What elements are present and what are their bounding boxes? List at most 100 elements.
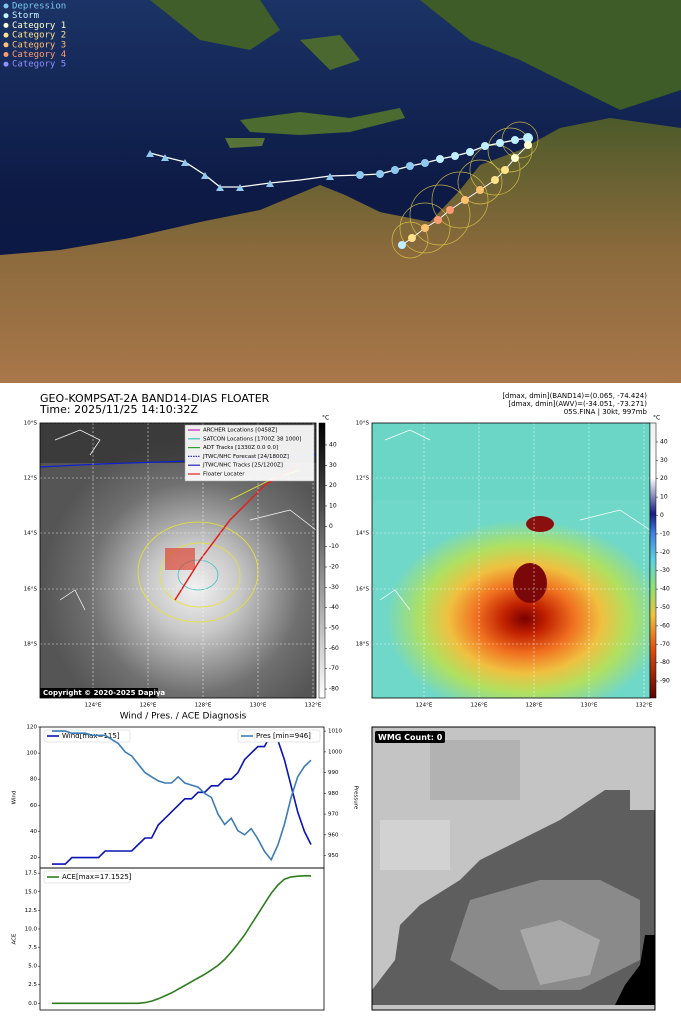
colorbar-label: 20 <box>329 482 337 489</box>
ir-contour-cold <box>177 559 219 591</box>
copyright: Copyright © 2020-2025 Dapiya <box>43 689 165 697</box>
colorbar-label: 0 <box>329 523 333 530</box>
y-tick-label: 10.0 <box>25 926 38 932</box>
legend-label: Category 5 <box>12 60 66 70</box>
awv-colorbar <box>649 422 657 699</box>
legend-label: Category 4 <box>12 50 66 60</box>
legend-label: Category 2 <box>12 31 66 41</box>
legend-marker <box>3 13 9 19</box>
legend-box <box>237 729 321 743</box>
ir-colorbar <box>318 422 326 699</box>
awv-core <box>513 563 547 603</box>
series-line <box>52 732 312 865</box>
legend-label: Category 3 <box>12 40 66 50</box>
colorbar-label: 0 <box>660 512 664 519</box>
lat-label: 16°S <box>356 587 370 593</box>
lon-label: 132°E <box>305 703 322 709</box>
lon-label: 124°E <box>416 703 433 709</box>
y2-tick-label: 980 <box>328 791 339 797</box>
legend-box <box>43 729 131 743</box>
lat-label: 10°S <box>24 421 38 427</box>
legend-marker <box>3 3 9 9</box>
y-tick-label: 2.5 <box>28 982 37 988</box>
y-tick-label: 80 <box>30 777 37 783</box>
colorbar-label: -10 <box>660 530 670 537</box>
legend-label: Wind[max=115] <box>62 732 120 740</box>
colorbar-label: -30 <box>660 567 670 574</box>
floater-locator <box>165 548 195 570</box>
y-tick-label: 40 <box>30 829 37 835</box>
legend-box <box>43 870 131 884</box>
wmg-region <box>615 935 655 1005</box>
legend-marker <box>3 32 9 38</box>
awv-grid: 10°S 12°S 14°S 16°S 18°S 124°E 126°E 128°E 130°E… <box>356 421 653 709</box>
y-tick-label: 100 <box>27 751 38 757</box>
lat-label: 18°S <box>356 642 370 648</box>
lat-label: 10°S <box>356 421 370 427</box>
legend-marker <box>3 42 9 48</box>
island <box>300 35 360 70</box>
awv-image <box>372 500 650 698</box>
forecast-cone <box>391 121 539 259</box>
y2-tick-label: 950 <box>328 853 339 859</box>
coastline <box>379 429 651 611</box>
australia <box>0 118 681 383</box>
lat-label: 14°S <box>24 531 38 537</box>
wmg-label-box <box>375 731 445 743</box>
legend-label: Floater Locater <box>203 472 245 478</box>
colorbar-label: -80 <box>660 659 670 666</box>
island <box>420 0 681 110</box>
ir-panel: 10°S 12°S 14°S 16°S 18°S 124°E 126°E 128°E 130°E… <box>24 415 329 709</box>
y2-tick-label: 1010 <box>328 729 342 735</box>
legend-label: Pres [min=946] <box>256 732 311 740</box>
awv-core <box>526 516 554 532</box>
y2-axis-label: Pressure <box>353 786 359 810</box>
y2-tick-label: 970 <box>328 812 339 818</box>
lat-label: 18°S <box>24 642 38 648</box>
y-tick-label: 17.5 <box>25 871 38 877</box>
chart-title: Wind / Pres. / ACE Diagnosis <box>120 712 247 722</box>
colorbar-label: 40 <box>660 438 668 445</box>
lon-label: 130°E <box>250 703 267 709</box>
colorbar-label: -60 <box>329 645 339 652</box>
lon-label: 126°E <box>471 703 488 709</box>
plot-frame <box>39 867 325 1011</box>
y-tick-label: 20 <box>30 855 37 861</box>
y-tick-label: 0.0 <box>28 1001 37 1007</box>
colorbar-label: 30 <box>660 457 668 464</box>
colorbar-label: -80 <box>329 686 339 693</box>
colorbar-label: 20 <box>660 475 668 482</box>
coastline <box>54 429 317 611</box>
depression-points <box>146 150 429 191</box>
legend-marker <box>3 52 9 57</box>
lon-label: 124°E <box>85 703 102 709</box>
legend-label: Storm <box>12 11 39 21</box>
frame <box>39 422 317 699</box>
colorbar-label: -20 <box>660 549 670 556</box>
y-tick-label: 12.5 <box>25 908 38 914</box>
wmg-cell <box>380 820 450 870</box>
colorbar-label: -60 <box>660 622 670 629</box>
awv-panel: 10°S 12°S 14°S 16°S 18°S 124°E 126°E 128°E 130°E… <box>356 415 660 709</box>
lat-label: 12°S <box>24 476 38 482</box>
colorbar-label: -70 <box>660 641 670 648</box>
legend-label: Depression <box>12 2 66 12</box>
lon-label: 128°E <box>526 703 543 709</box>
colorbar-label: -90 <box>660 678 670 685</box>
colorbar-label: 30 <box>329 462 337 469</box>
colorbar-label: -50 <box>329 625 339 632</box>
island <box>225 138 265 148</box>
y-axis-label: ACE <box>12 933 18 945</box>
sat-legend-box <box>184 424 315 482</box>
wmg-region <box>520 920 600 985</box>
legend-label: ADT Tracks [1330Z 0.0 0.0] <box>203 445 278 451</box>
frame <box>371 726 656 1011</box>
colorbar-label: -30 <box>329 584 339 591</box>
legend-label: ACE[max=17.1525] <box>62 873 132 881</box>
legend-label: Category 1 <box>12 21 66 31</box>
plot-frame <box>39 726 325 869</box>
island <box>240 108 405 135</box>
lat-label: 14°S <box>356 531 370 537</box>
legend-marker <box>3 22 9 28</box>
